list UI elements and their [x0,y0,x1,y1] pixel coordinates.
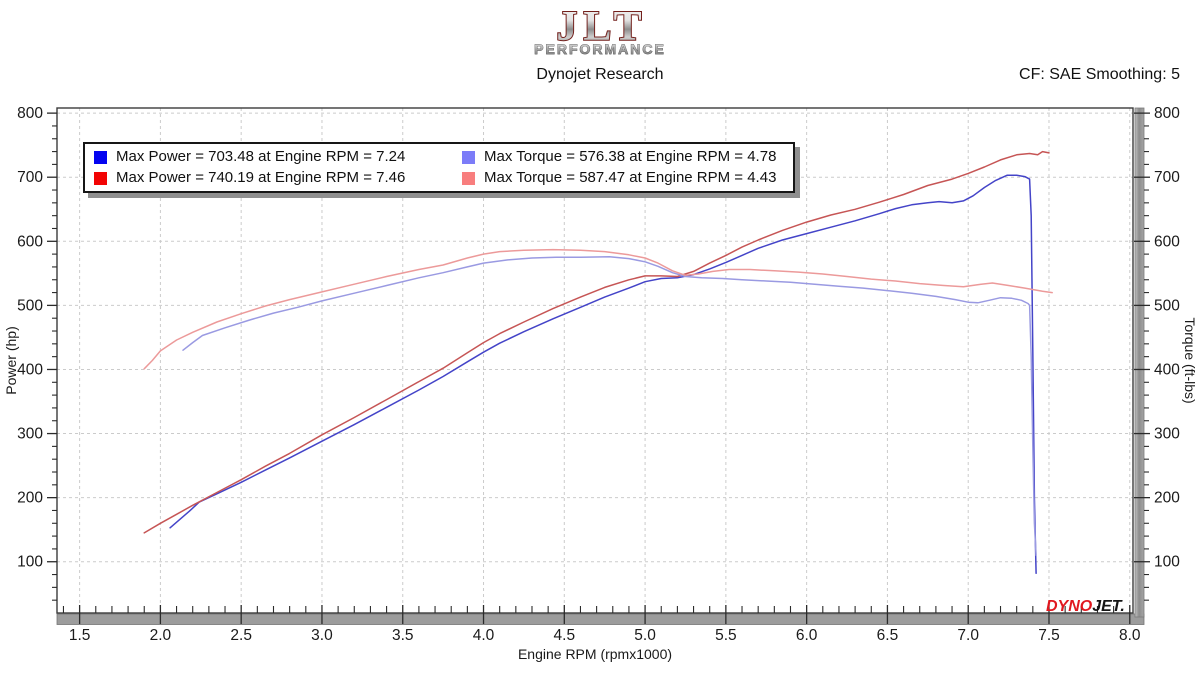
svg-text:1.5: 1.5 [69,627,91,644]
torque-run-blue-curve [182,255,1037,557]
legend-label: Max Power = 703.48 at Engine RPM = 7.24 [116,148,406,165]
svg-text:7.0: 7.0 [957,627,979,644]
svg-text:2.5: 2.5 [230,627,252,644]
svg-text:800: 800 [1154,105,1180,122]
chart-3d-bands [56,107,1145,625]
svg-text:200: 200 [1154,490,1180,507]
svg-text:200: 200 [17,490,43,507]
svg-text:3.5: 3.5 [392,627,414,644]
svg-text:3.0: 3.0 [311,627,333,644]
legend-label: Max Power = 740.19 at Engine RPM = 7.46 [116,169,406,186]
torque-run-red-curve [143,248,1053,370]
legend-item-3: Max Torque = 587.47 at Engine RPM = 4.43 [462,168,784,188]
legend-swatch [94,171,107,185]
jlt-logo-text: JLT [556,4,647,50]
power-run-blue-curve [169,174,1037,575]
svg-text:800: 800 [17,105,43,122]
dynojet-watermark: DYNOJET. [1046,598,1125,615]
svg-text:7.5: 7.5 [1038,627,1060,644]
power-run-red-curve [143,150,1050,534]
legend-label: Max Torque = 587.47 at Engine RPM = 4.43 [484,169,777,186]
svg-text:300: 300 [1154,426,1180,443]
gridlines [57,108,1133,613]
svg-text:700: 700 [17,169,43,186]
svg-text:400: 400 [1154,361,1180,378]
legend-swatch [462,171,475,185]
svg-text:4.5: 4.5 [554,627,576,644]
svg-text:8.0: 8.0 [1119,627,1141,644]
legend-box: Max Power = 703.48 at Engine RPM = 7.24 M… [83,142,795,193]
svg-text:600: 600 [17,233,43,250]
legend-swatch [94,150,107,164]
legend-label: Max Torque = 576.38 at Engine RPM = 4.78 [484,148,777,165]
plot-border [56,107,1134,614]
legend-item-1: Max Torque = 576.38 at Engine RPM = 4.78 [462,147,784,167]
svg-text:100: 100 [1154,554,1180,571]
torque-axis-label: Torque (ft-lbs) [1182,317,1198,403]
svg-text:500: 500 [1154,297,1180,314]
jlt-performance-logo: JLT PERFORMANCE [490,2,710,58]
legend-swatch [462,150,475,164]
axis-ticks [47,112,1150,624]
svg-text:6.5: 6.5 [877,627,899,644]
legend-item-2: Max Power = 740.19 at Engine RPM = 7.46 [94,168,462,188]
axis-tick-labels: 1.5 2.0 2.5 3.0 3.5 4.0 4.5 5.0 5.5 6.0 6.5 7.0 7.5 8… [3,105,1198,662]
jlt-performance-text: PERFORMANCE [534,41,666,57]
smoothing-note: CF: SAE Smoothing: 5 [1019,66,1180,83]
svg-text:6.0: 6.0 [796,627,818,644]
svg-text:400: 400 [17,361,43,378]
rpm-axis-label: Engine RPM (rpmx1000) [518,646,672,662]
svg-text:600: 600 [1154,233,1180,250]
svg-text:500: 500 [17,297,43,314]
legend-item-0: Max Power = 703.48 at Engine RPM = 7.24 [94,147,462,167]
svg-text:2.0: 2.0 [150,627,172,644]
dyno-curves [143,150,1053,575]
power-axis-label: Power (hp) [3,326,19,394]
dynojet-research-title: Dynojet Research [536,66,664,83]
svg-text:5.5: 5.5 [715,627,737,644]
svg-text:700: 700 [1154,169,1180,186]
svg-text:4.0: 4.0 [473,627,495,644]
svg-text:300: 300 [17,426,43,443]
jlt-logo-svg: JLT PERFORMANCE [534,3,666,57]
svg-text:100: 100 [17,554,43,571]
svg-text:5.0: 5.0 [634,627,656,644]
